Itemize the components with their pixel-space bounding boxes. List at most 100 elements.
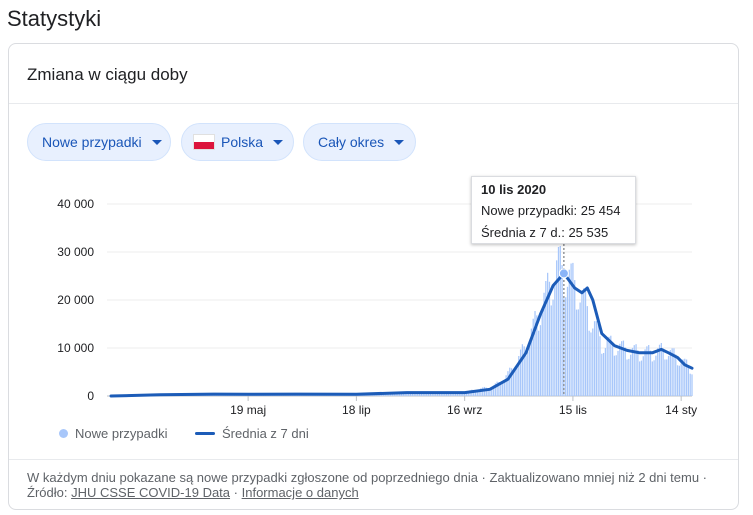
bar <box>619 343 621 396</box>
bar <box>682 359 684 396</box>
bar <box>507 371 509 396</box>
bar <box>489 389 491 396</box>
bar <box>660 343 662 396</box>
bar <box>601 353 603 396</box>
bar <box>633 345 635 396</box>
tooltip-avg: Średnia z 7 d.: 25 535 <box>481 225 609 240</box>
bar <box>485 387 487 396</box>
bar <box>592 328 594 396</box>
bar <box>492 385 495 396</box>
bar <box>476 390 478 396</box>
bar <box>599 336 601 396</box>
chart-bars <box>112 245 693 396</box>
bar <box>536 315 538 396</box>
bar <box>642 356 644 396</box>
bar <box>680 363 682 396</box>
footer-text: W każdym dniu pokazane są nowe przypadki… <box>27 470 700 485</box>
bar <box>622 340 625 396</box>
footer-divider <box>9 459 738 460</box>
bar <box>602 352 605 396</box>
bar <box>595 321 598 396</box>
bar <box>440 392 442 396</box>
bar <box>516 365 518 396</box>
bar <box>534 311 536 396</box>
bar <box>666 359 668 396</box>
bar <box>604 348 607 396</box>
highlight-point <box>558 268 569 279</box>
source-link[interactable]: JHU CSSE COVID-19 Data <box>71 485 231 500</box>
bar <box>438 393 441 396</box>
bar <box>635 344 637 396</box>
legend-item-new-cases[interactable]: Nowe przypadki <box>59 426 168 441</box>
bar <box>541 312 543 396</box>
bar <box>545 281 547 396</box>
bar <box>579 302 581 396</box>
bar <box>537 330 540 396</box>
bar <box>691 374 693 396</box>
country-dropdown[interactable]: Polska <box>181 123 294 161</box>
bar <box>583 288 585 396</box>
period-dropdown[interactable]: Cały okres <box>303 123 416 161</box>
x-tick-label: 15 lis <box>559 403 587 417</box>
bar <box>630 354 632 396</box>
bar <box>539 325 542 396</box>
bar <box>402 392 404 396</box>
metric-dropdown[interactable]: Nowe przypadki <box>27 123 171 161</box>
legend-dot-icon <box>59 429 68 438</box>
bar <box>563 298 565 396</box>
bar <box>496 381 498 396</box>
stats-card: Zmiana w ciągu doby Nowe przypadki Polsk… <box>8 43 739 510</box>
bar <box>572 262 574 396</box>
bar <box>525 355 527 396</box>
bar <box>565 297 567 396</box>
footer-note: W każdym dniu pokazane są nowe przypadki… <box>27 470 708 500</box>
bar <box>655 355 657 396</box>
bar <box>509 367 511 396</box>
bar <box>554 284 556 396</box>
avg-7d-line <box>109 271 694 398</box>
bar <box>586 306 588 396</box>
poland-flag-icon <box>193 134 215 150</box>
bar <box>494 383 496 396</box>
chart-tooltip: 10 lis 2020 Nowe przypadki: 25 454 Średn… <box>471 176 636 244</box>
bar <box>449 393 451 396</box>
chevron-down-icon <box>273 139 284 145</box>
page-title: Statystyki <box>7 6 102 31</box>
bar <box>613 355 616 396</box>
bar <box>427 392 430 396</box>
bar <box>518 356 520 396</box>
bar <box>435 392 437 396</box>
bar <box>568 269 570 396</box>
bar <box>487 389 489 396</box>
bar <box>606 340 608 396</box>
bar <box>510 368 513 396</box>
bar <box>588 330 590 396</box>
bar <box>465 392 468 396</box>
card-title: Zmiana w ciągu doby <box>27 65 188 84</box>
bar <box>478 389 480 396</box>
bar <box>547 272 549 396</box>
info-link[interactable]: Informacje o danych <box>241 485 359 500</box>
bar <box>644 349 646 396</box>
bar <box>577 309 579 396</box>
bar <box>610 335 612 396</box>
bar <box>491 388 493 396</box>
bar <box>658 344 661 396</box>
bar <box>415 392 417 396</box>
bar <box>581 290 583 396</box>
bar <box>574 280 576 396</box>
y-tick-label: 10 000 <box>57 341 94 355</box>
bar <box>400 393 403 396</box>
bar <box>503 380 505 396</box>
x-tick-label: 18 lip <box>342 403 371 417</box>
bar <box>684 358 686 396</box>
bar <box>532 318 534 396</box>
bar <box>653 360 655 396</box>
legend-item-avg[interactable]: Średnia z 7 dni <box>195 426 309 441</box>
bar <box>676 365 679 396</box>
bar <box>527 351 529 396</box>
bar <box>474 391 477 396</box>
bar <box>557 246 560 396</box>
bar <box>523 346 525 396</box>
